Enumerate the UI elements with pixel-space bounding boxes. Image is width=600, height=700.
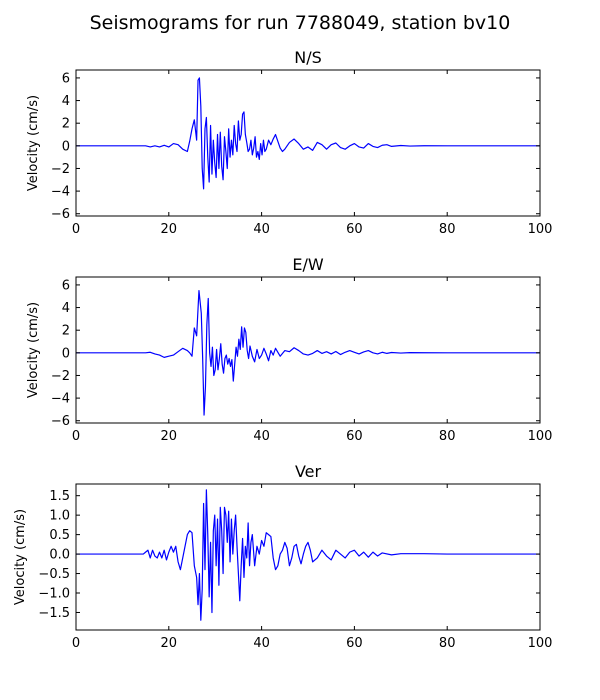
y-tick-label: 4	[62, 301, 70, 316]
seismogram-trace	[76, 289, 540, 416]
axes-frame	[75, 483, 541, 631]
x-tick-label: 20	[161, 222, 178, 237]
subplot-title: N/S	[294, 48, 322, 67]
y-tick-label: −6	[51, 414, 70, 429]
y-tick-label: 0.0	[49, 548, 70, 563]
y-tick-label: −1.0	[38, 587, 70, 602]
x-tick-label: 80	[439, 636, 456, 651]
x-tick-label: 20	[161, 429, 178, 444]
x-tick-label: 100	[528, 429, 553, 444]
figure-title: Seismograms for run 7788049, station bv1…	[90, 12, 511, 34]
x-tick-label: 60	[346, 429, 363, 444]
x-tick-label: 40	[253, 429, 270, 444]
y-tick-label: −0.5	[38, 567, 70, 582]
x-tick-label: 80	[439, 429, 456, 444]
y-axis-label: Velocity (cm/s)	[13, 509, 28, 605]
y-tick-label: −1.5	[38, 606, 70, 621]
x-tick-label: 20	[161, 636, 178, 651]
x-tick-label: 0	[72, 429, 80, 444]
subplot-1: E/W 0 20 40 60 80 100 −6 −4 −2 0 2 4 6 Velocity (cm/s)	[26, 255, 552, 444]
axes-frame	[75, 69, 541, 217]
y-tick-label: −2	[51, 369, 70, 384]
x-tick-label: 40	[253, 222, 270, 237]
axes-frame	[75, 276, 541, 424]
y-tick-label: 0	[62, 346, 70, 361]
y-tick-label: 6	[62, 71, 70, 86]
y-tick-label: −4	[51, 392, 70, 407]
seismogram-trace	[76, 77, 540, 190]
subplot-0: N/S 0 20 40 60 80 100 −6 −4 −2 0 2 4 6 Velocity (cm/s)	[26, 48, 552, 237]
subplot-title: E/W	[292, 255, 324, 274]
y-tick-label: 0.5	[49, 528, 70, 543]
x-tick-label: 0	[72, 636, 80, 651]
x-tick-label: 60	[346, 636, 363, 651]
seismogram-trace	[76, 489, 540, 621]
y-tick-label: 1.0	[49, 509, 70, 524]
subplot-title: Ver	[295, 462, 322, 481]
y-tick-label: 2	[62, 324, 70, 339]
y-tick-label: 4	[62, 94, 70, 109]
subplot-2: Ver 0 20 40 60 80 100 −1.5 −1.0 −0.5 0.0 0.5 1.0 1.5 V…	[13, 462, 552, 651]
x-tick-label: 100	[528, 222, 553, 237]
x-tick-label: 100	[528, 636, 553, 651]
y-tick-label: 0	[62, 139, 70, 154]
x-tick-label: 60	[346, 222, 363, 237]
y-tick-label: 1.5	[49, 489, 70, 504]
y-axis-label: Velocity (cm/s)	[26, 302, 41, 398]
y-tick-label: −6	[51, 207, 70, 222]
x-tick-label: 80	[439, 222, 456, 237]
x-tick-label: 0	[72, 222, 80, 237]
y-tick-label: 2	[62, 117, 70, 132]
x-tick-label: 40	[253, 636, 270, 651]
y-axis-label: Velocity (cm/s)	[26, 95, 41, 191]
y-tick-label: −2	[51, 162, 70, 177]
y-tick-label: 6	[62, 278, 70, 293]
y-tick-label: −4	[51, 185, 70, 200]
